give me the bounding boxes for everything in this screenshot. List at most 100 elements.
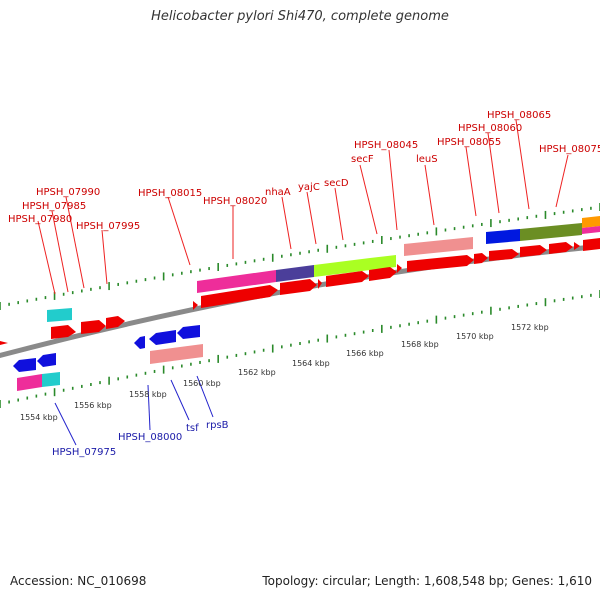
genome-backbone bbox=[0, 243, 600, 359]
forward-gene-arrow bbox=[0, 341, 8, 345]
leader-line bbox=[306, 191, 317, 245]
gene-label: HPSH_07990 bbox=[36, 187, 100, 198]
reverse-gene-arrow bbox=[177, 325, 200, 339]
cog-feature bbox=[582, 216, 600, 228]
scale-label: 1558 kbp bbox=[129, 390, 167, 399]
leader-line bbox=[54, 402, 77, 446]
cog-feature bbox=[150, 347, 180, 364]
cog-feature bbox=[404, 237, 473, 256]
reverse-label-leaders bbox=[54, 375, 214, 446]
leader-line bbox=[147, 384, 151, 431]
gene-label: HPSH_08060 bbox=[458, 123, 522, 134]
reverse-gene-arrow bbox=[134, 336, 145, 349]
scale-labels: 1554 kbp 1556 kbp 1558 kbp 1560 kbp 1562… bbox=[20, 323, 549, 422]
leader-line bbox=[37, 220, 56, 295]
gene-label: HPSH_08075 bbox=[539, 144, 600, 155]
map-title: Helicobacter pylori Shi470, complete gen… bbox=[151, 9, 449, 24]
cog-feature bbox=[197, 270, 276, 293]
forward-gene-arrow bbox=[407, 255, 474, 272]
leader-line bbox=[334, 187, 344, 241]
reverse-genes bbox=[13, 325, 200, 372]
leader-line bbox=[555, 154, 569, 208]
reverse-gene-arrow bbox=[149, 330, 176, 345]
forward-cog-features bbox=[47, 216, 600, 322]
gene-label: HPSH_07975 bbox=[52, 447, 116, 458]
outer-tick-track bbox=[0, 203, 600, 310]
leader-line bbox=[167, 196, 191, 266]
leader-line bbox=[101, 229, 108, 285]
scale-label: 1560 kbp bbox=[183, 379, 221, 388]
label-leaders bbox=[37, 119, 569, 295]
forward-gene-arrow bbox=[397, 264, 402, 273]
scale-label: 1566 kbp bbox=[346, 349, 384, 358]
cog-feature bbox=[47, 308, 72, 322]
forward-gene-arrow bbox=[520, 245, 547, 257]
forward-gene-arrow bbox=[489, 249, 519, 261]
gene-label: HPSH_08055 bbox=[437, 137, 501, 148]
cog-feature bbox=[180, 344, 203, 360]
scale-label: 1562 kbp bbox=[238, 368, 276, 377]
inner-tick-track bbox=[0, 290, 600, 408]
forward-gene-arrow bbox=[106, 316, 125, 329]
cog-feature bbox=[42, 372, 60, 387]
gene-label: secF bbox=[351, 154, 374, 165]
scale-label: 1568 kbp bbox=[401, 340, 439, 349]
leader-line bbox=[51, 210, 69, 293]
forward-gene-arrow bbox=[81, 320, 106, 334]
cog-feature bbox=[582, 226, 600, 234]
reverse-gene-labels: HPSH_07975 HPSH_08000 tsf rpsB bbox=[52, 420, 229, 458]
gene-label: HPSH_08045 bbox=[354, 140, 418, 151]
forward-gene-arrow bbox=[583, 238, 600, 251]
scale-label: 1564 kbp bbox=[292, 359, 330, 368]
scale-label: 1570 kbp bbox=[456, 332, 494, 341]
cog-feature bbox=[17, 374, 42, 391]
forward-gene-arrow bbox=[280, 279, 317, 295]
gene-label: rpsB bbox=[206, 420, 229, 431]
gene-label: leuS bbox=[416, 154, 438, 165]
leader-line bbox=[281, 196, 292, 250]
leader-line bbox=[196, 375, 214, 418]
forward-gene-arrow bbox=[474, 253, 488, 264]
gene-label: HPSH_08065 bbox=[487, 110, 551, 121]
gene-label: nhaA bbox=[265, 187, 291, 198]
forward-gene-labels: HPSH_07990 HPSH_07985 HPSH_07980 HPSH_07… bbox=[8, 110, 600, 232]
forward-gene-arrow bbox=[193, 301, 198, 310]
scale-label: 1572 kbp bbox=[511, 323, 549, 332]
gene-label: HPSH_07995 bbox=[76, 221, 140, 232]
leader-line bbox=[170, 379, 190, 421]
gene-label: HPSH_07985 bbox=[22, 201, 86, 212]
forward-gene-arrow bbox=[369, 267, 397, 281]
accession-text: Accession: NC_010698 bbox=[10, 574, 147, 588]
gene-label: HPSH_07980 bbox=[8, 214, 72, 225]
scale-label: 1554 kbp bbox=[20, 413, 58, 422]
leader-line bbox=[515, 119, 530, 210]
leader-line bbox=[465, 146, 477, 217]
leader-line bbox=[65, 196, 85, 289]
genome-summary-text: Topology: circular; Length: 1,608,548 bp… bbox=[262, 574, 592, 588]
reverse-cog-features bbox=[17, 344, 203, 391]
forward-gene-arrow bbox=[201, 285, 278, 308]
cog-feature bbox=[370, 255, 396, 270]
leader-line bbox=[388, 149, 398, 231]
forward-gene-arrow bbox=[574, 242, 580, 250]
cog-feature bbox=[276, 265, 314, 282]
leader-line bbox=[424, 164, 435, 226]
forward-gene-arrow bbox=[318, 279, 322, 289]
cog-feature bbox=[314, 258, 370, 277]
gene-label: secD bbox=[324, 178, 349, 189]
gene-label: yajC bbox=[298, 182, 320, 193]
cog-feature bbox=[520, 223, 582, 241]
reverse-gene-arrow bbox=[13, 358, 36, 372]
gene-label: HPSH_08000 bbox=[118, 432, 182, 443]
gene-label: tsf bbox=[186, 423, 199, 434]
reverse-gene-arrow bbox=[37, 353, 56, 367]
forward-gene-arrow bbox=[549, 242, 573, 254]
leader-line bbox=[359, 164, 378, 235]
forward-gene-arrow bbox=[326, 271, 369, 287]
forward-gene-arrow bbox=[51, 325, 76, 339]
forward-genes bbox=[0, 238, 600, 345]
scale-label: 1556 kbp bbox=[74, 401, 112, 410]
cog-feature bbox=[486, 229, 520, 244]
leader-line bbox=[487, 132, 500, 214]
